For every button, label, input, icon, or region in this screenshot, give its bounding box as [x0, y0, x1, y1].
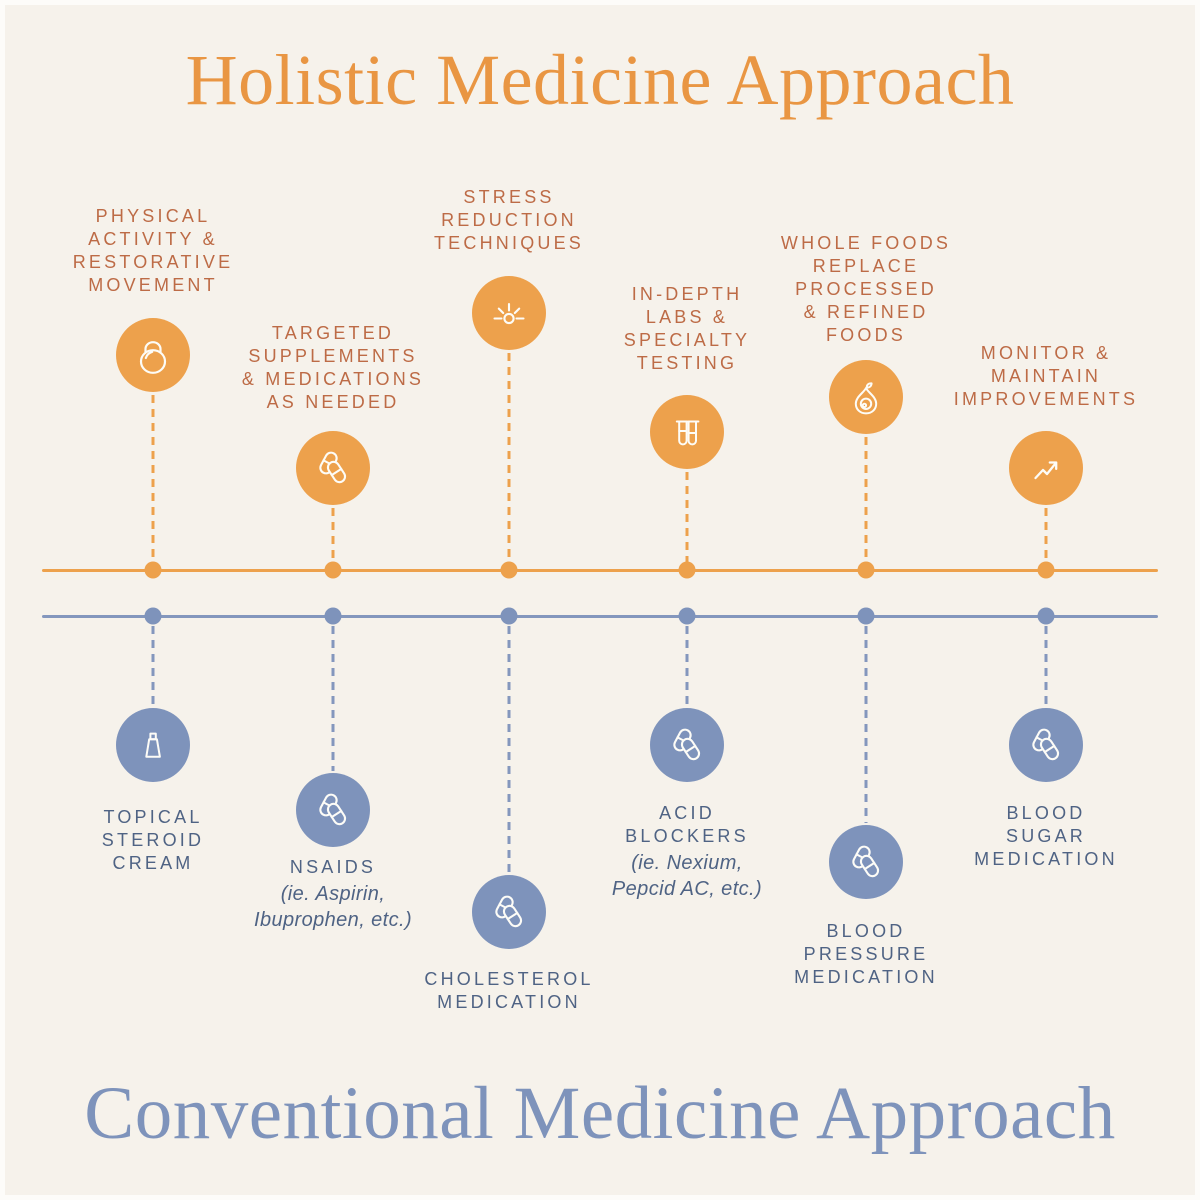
dashed-connector	[1044, 508, 1048, 565]
dashed-connector	[864, 437, 868, 565]
dashed-connector	[151, 626, 155, 706]
holistic-timeline-line	[42, 569, 1158, 572]
timeline-node-dot	[500, 607, 518, 625]
conventional-item-sublabel: (ie. Aspirin, Ibuprophen, etc.)	[253, 883, 413, 931]
pills-icon	[472, 875, 546, 949]
conventional-item-label: ACID BLOCKERS	[625, 803, 749, 846]
pills-icon	[1009, 708, 1083, 782]
avocado-icon	[829, 360, 903, 434]
pills-icon	[650, 708, 724, 782]
cream-tube-icon	[116, 708, 190, 782]
timeline-node-dot	[678, 607, 696, 625]
test-tubes-icon	[650, 395, 724, 469]
timeline-node-dot	[1037, 607, 1055, 625]
dashed-connector	[1044, 626, 1048, 706]
dashed-connector	[151, 395, 155, 565]
holistic-title: Holistic Medicine Approach	[185, 40, 1015, 120]
dashed-connector	[507, 353, 511, 565]
dashed-connector	[331, 508, 335, 565]
dashed-connector	[507, 626, 511, 873]
dashed-connector	[685, 626, 689, 706]
holistic-item-label: MONITOR & MAINTAIN IMPROVEMENTS	[953, 343, 1139, 409]
trend-up-icon	[1009, 431, 1083, 505]
holistic-item-label: STRESS REDUCTION TECHNIQUES	[433, 187, 585, 253]
holistic-item-label: PHYSICAL ACTIVITY & RESTORATIVE MOVEMENT	[72, 206, 234, 295]
pills-icon	[829, 825, 903, 899]
conventional-item-label: CHOLESTEROL MEDICATION	[424, 969, 594, 1012]
timeline-node-dot	[144, 607, 162, 625]
timeline-node-dot	[857, 607, 875, 625]
holistic-item-label: WHOLE FOODS REPLACE PROCESSED & REFINED …	[780, 233, 952, 345]
dashed-connector	[864, 626, 868, 823]
dashed-connector	[331, 626, 335, 771]
dashed-connector	[685, 472, 689, 565]
timeline-node-dot	[857, 561, 875, 579]
timeline-node-dot	[324, 607, 342, 625]
conventional-title: Conventional Medicine Approach	[84, 1072, 1116, 1155]
timeline-node-dot	[324, 561, 342, 579]
conventional-item-label: TOPICAL STEROID CREAM	[101, 807, 205, 873]
timeline-node-dot	[678, 561, 696, 579]
conventional-item-label: BLOOD PRESSURE MEDICATION	[794, 921, 938, 987]
timeline-node-dot	[1037, 561, 1055, 579]
sunburst-icon	[472, 276, 546, 350]
conventional-item-label: NSAIDS	[289, 857, 377, 877]
conventional-item-label: BLOOD SUGAR MEDICATION	[974, 803, 1118, 869]
pills-icon	[296, 773, 370, 847]
conventional-timeline-line	[42, 615, 1158, 618]
timeline-node-dot	[500, 561, 518, 579]
holistic-item-label: TARGETED SUPPLEMENTS & MEDICATIONS AS NE…	[241, 323, 425, 412]
conventional-item-sublabel: (ie. Nexium, Pepcid AC, etc.)	[611, 852, 763, 900]
holistic-item-label: IN-DEPTH LABS & SPECIALTY TESTING	[623, 284, 751, 373]
kettlebell-icon	[116, 318, 190, 392]
timeline-node-dot	[144, 561, 162, 579]
pills-icon	[296, 431, 370, 505]
